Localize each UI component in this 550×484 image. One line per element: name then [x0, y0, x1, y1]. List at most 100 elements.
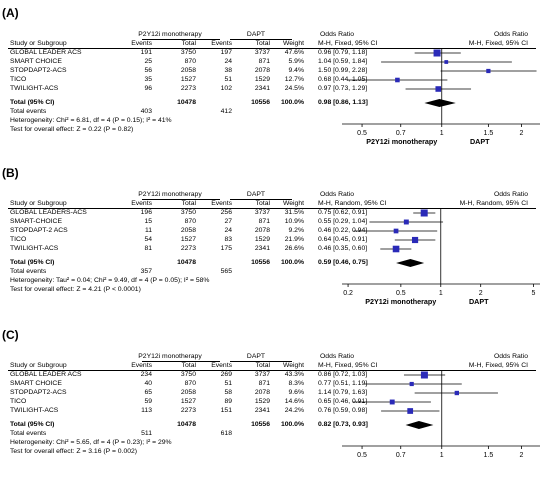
odds-ratio-ci: 1.50 [0.99, 2.28]: [318, 67, 368, 74]
odds-ratio-ci: 0.46 [0.35, 0.60]: [318, 245, 368, 252]
pooled-odds-ratio: 0.82 [0.73, 0.93]: [318, 421, 368, 428]
heterogeneity-text: Heterogeneity: Chi² = 5.65, df = 4 (P = …: [10, 439, 172, 446]
x-tick-label: 0.5: [396, 290, 406, 297]
events-value: 96: [144, 85, 152, 92]
group-header: P2Y12i monotherapy: [138, 31, 202, 38]
study-column-header: Study or Subgroup: [10, 200, 67, 207]
table-top-rule: [8, 48, 536, 49]
total-value: 2058: [180, 389, 196, 396]
events-value: 234: [140, 371, 152, 378]
forest-panel-1: (A) P2Y12i monotherapy DAPT Odds Ratio Odds …: [0, 0, 550, 160]
events-value: 102: [220, 85, 232, 92]
x-tick-label: 1.5: [484, 452, 494, 459]
odds-ratio-ci: 1.04 [0.59, 1.84]: [318, 58, 368, 65]
forest-plot: 0.2 0.5 1 2 5 P2Y12i monotherapy DAPT: [342, 208, 540, 306]
pooled-diamond: [405, 421, 434, 429]
total-column-header: Total: [255, 200, 270, 207]
total-column-header: Total: [255, 40, 270, 47]
study-point-marker: [411, 236, 419, 244]
events-value: 197: [220, 49, 232, 56]
header-rule: [142, 199, 220, 200]
header-rule: [142, 39, 220, 40]
study-point-marker: [395, 77, 400, 83]
total-column-header: Total: [181, 362, 196, 369]
total-value: 1527: [180, 398, 196, 405]
events-column-header: Events: [211, 200, 232, 207]
events-column-header: Events: [131, 200, 152, 207]
weight-value: 9.4%: [288, 67, 305, 74]
total-events-value: 618: [220, 430, 232, 437]
plot-subheader: M-H, Fixed, 95% CI: [468, 40, 528, 47]
total-value: 2078: [254, 67, 270, 74]
group-header: P2Y12i monotherapy: [138, 191, 202, 198]
weight-value: 43.3%: [284, 371, 304, 378]
total-events-value: 403: [140, 108, 152, 115]
total-value: 10556: [251, 259, 270, 266]
or-header: Odds Ratio: [320, 191, 355, 198]
total-value: 870: [184, 218, 196, 225]
x-tick-label: 1: [440, 452, 444, 459]
total-value: 1527: [180, 76, 196, 83]
pooled-diamond: [396, 259, 425, 267]
study-point-marker: [420, 371, 428, 379]
study-name: GLOBAL LEADERS-ACS: [10, 209, 87, 216]
study-column-header: Study or Subgroup: [10, 40, 67, 47]
study-point-marker: [389, 399, 395, 405]
favours-right-label: DAPT: [469, 297, 489, 306]
study-point-marker: [444, 60, 449, 64]
total-value: 871: [258, 58, 270, 65]
or-subheader: M-H, Fixed, 95% CI: [318, 362, 378, 369]
total-value: 2273: [180, 245, 196, 252]
events-value: 191: [140, 49, 152, 56]
study-point-marker: [409, 381, 414, 387]
heterogeneity-text: Heterogeneity: Chi² = 6.81, df = 4 (P = …: [10, 117, 172, 124]
weight-value: 8.3%: [288, 380, 305, 387]
plot-subheader: M-H, Random, 95% CI: [459, 200, 528, 207]
total-value: 10478: [177, 421, 196, 428]
events-column-header: Events: [211, 362, 232, 369]
total-events-value: 511: [141, 430, 152, 437]
events-value: 83: [224, 236, 232, 243]
total-value: 2341: [254, 245, 270, 252]
total-value: 2058: [180, 227, 196, 234]
odds-ratio-ci: 0.65 [0.46, 0.91]: [318, 398, 368, 405]
odds-ratio-ci: 0.77 [0.51, 1.19]: [318, 380, 368, 387]
panel-label: (B): [2, 166, 19, 180]
events-value: 256: [220, 209, 232, 216]
total-value: 871: [258, 218, 270, 225]
weight-column-header: Weight: [282, 40, 304, 47]
favours-left-label: P2Y12i monotherapy: [365, 297, 436, 306]
odds-ratio-ci: 0.76 [0.59, 0.98]: [318, 407, 368, 414]
study-name: TICO: [10, 236, 27, 243]
study-name: SMART CHOICE: [10, 380, 62, 387]
events-value: 51: [224, 380, 232, 387]
overall-effect-text: Test for overall effect: Z = 3.16 (P = 0…: [10, 448, 138, 455]
total-events-label: Total events: [10, 430, 47, 437]
events-column-header: Events: [211, 40, 232, 47]
x-tick-label: 0.7: [396, 130, 406, 137]
favours-left-label: P2Y12i monotherapy: [366, 137, 437, 146]
forest-plot: 0.5 0.7 1 1.5 2: [342, 370, 540, 459]
weight-column-header: Weight: [282, 362, 304, 369]
events-value: 113: [141, 407, 152, 414]
study-point-marker: [454, 390, 459, 396]
x-tick-label: 0.7: [396, 452, 406, 459]
weight-value: 26.6%: [284, 245, 304, 252]
odds-ratio-ci: 0.64 [0.45, 0.91]: [318, 236, 368, 243]
x-tick-label: 1: [439, 290, 443, 297]
weight-column-header: Weight: [282, 200, 304, 207]
table-top-rule: [8, 370, 536, 371]
total-value: 3750: [180, 209, 196, 216]
overall-effect-text: Test for overall effect: Z = 0.22 (P = 0…: [10, 126, 134, 133]
plot-header: Odds Ratio: [493, 353, 528, 360]
heterogeneity-text: Heterogeneity: Tau² = 0.04; Chi² = 9.49,…: [10, 277, 210, 284]
group-header: P2Y12i monotherapy: [138, 353, 202, 360]
total-value: 10478: [177, 99, 196, 106]
odds-ratio-ci: 0.96 [0.79, 1.18]: [318, 49, 368, 56]
or-header: Odds Ratio: [320, 31, 355, 38]
events-value: 196: [140, 209, 152, 216]
total-weight: 100.0%: [280, 99, 304, 106]
events-value: 58: [224, 389, 232, 396]
events-value: 175: [220, 245, 232, 252]
events-value: 24: [224, 58, 232, 65]
